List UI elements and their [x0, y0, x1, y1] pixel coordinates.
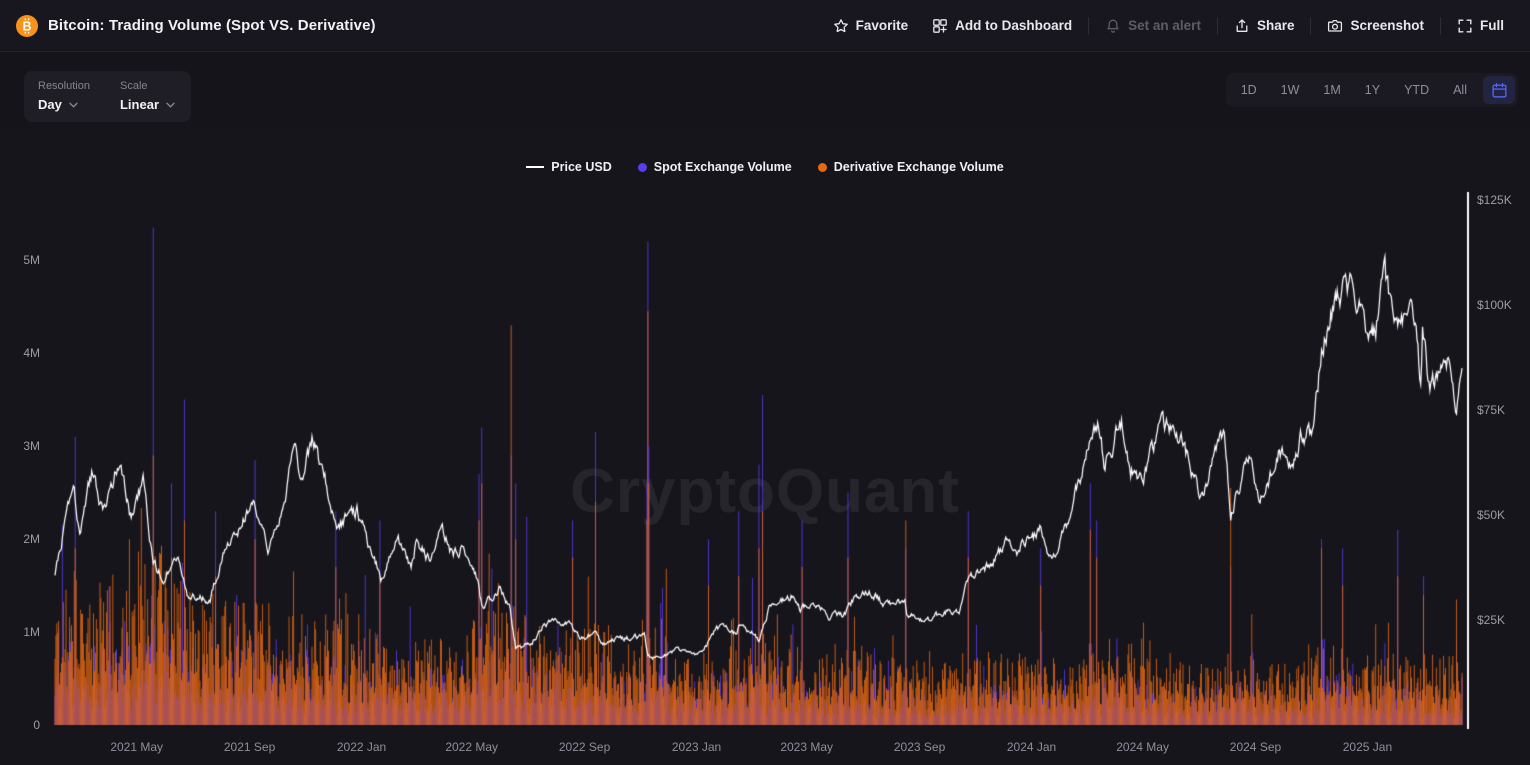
chart-legend: Price USD Spot Exchange Volume Derivativ… — [0, 160, 1530, 174]
bitcoin-logo-symbol: B — [22, 19, 31, 33]
y-axis-right-label: $100K — [1477, 297, 1512, 312]
chart-controls: Resolution Day Scale Linear — [24, 71, 191, 122]
divider — [1216, 16, 1218, 35]
add-to-dashboard-label: Add to Dashboard — [955, 18, 1073, 33]
y-axis-left-label: 3M — [23, 439, 40, 454]
y-axis-left-label: 5M — [23, 253, 40, 268]
x-axis: 2021 May 2021 Sep 2022 Jan 2022 May 2022 Sep… — [0, 740, 1530, 760]
price-line-swatch — [526, 166, 545, 168]
toolbar: Resolution Day Scale Linear 1D 1W 1M 1Y … — [0, 52, 1530, 130]
legend-item-derivative-volume[interactable]: Derivative Exchange Volume — [817, 160, 1004, 174]
favorite-label: Favorite — [855, 18, 909, 33]
divider — [1088, 16, 1090, 35]
scale-label: Scale — [119, 80, 148, 92]
x-axis-label: 2024 Sep — [1229, 740, 1282, 754]
scale-select[interactable]: Scale Linear — [106, 71, 191, 122]
range-button-all[interactable]: All — [1441, 76, 1479, 104]
spot-volume-swatch — [637, 162, 647, 172]
x-axis-label: 2023 May — [780, 740, 834, 754]
calendar-button[interactable] — [1483, 76, 1515, 104]
screenshot-button[interactable]: Screenshot — [1315, 10, 1436, 42]
x-axis-label: 2022 Jan — [336, 740, 387, 754]
legend-item-price-usd[interactable]: Price USD — [526, 160, 612, 174]
fullscreen-icon — [1458, 19, 1472, 32]
x-axis-label: 2025 Jan — [1342, 740, 1393, 754]
volume-price-chart[interactable] — [0, 130, 1530, 765]
legend-label-spot-volume: Spot Exchange Volume — [653, 160, 792, 174]
share-label: Share — [1256, 18, 1295, 33]
x-axis-label: 2021 May — [110, 740, 164, 754]
range-selector: 1D 1W 1M 1Y YTD All — [1225, 73, 1518, 107]
x-axis-label: 2024 Jan — [1006, 740, 1057, 754]
header-actions: Favorite Add to Dashboard Set an alert S… — [821, 10, 1516, 42]
y-axis-left-label: 0 — [33, 718, 40, 732]
divider — [1440, 16, 1441, 35]
y-axis-right-label: $50K — [1477, 507, 1506, 522]
screenshot-label: Screenshot — [1350, 18, 1424, 33]
chevron-down-icon — [166, 102, 175, 108]
range-button-1m[interactable]: 1M — [1311, 76, 1352, 104]
y-axis-right-label: $125K — [1477, 192, 1512, 207]
y-axis-left: 5M 4M 3M 2M 1M 0 — [0, 130, 44, 765]
share-icon — [1236, 18, 1248, 32]
page-title: Bitcoin: Trading Volume (Spot VS. Deriva… — [48, 17, 376, 34]
scale-value: Linear — [119, 97, 159, 112]
app-header: B Bitcoin: Trading Volume (Spot VS. Deri… — [0, 0, 1530, 52]
full-button[interactable]: Full — [1445, 10, 1516, 42]
resolution-value: Day — [38, 97, 62, 112]
x-axis-label: 2022 May — [445, 740, 499, 754]
x-axis-label: 2023 Jan — [671, 740, 722, 754]
y-axis-left-label: 2M — [23, 532, 40, 547]
y-axis-left-label: 4M — [23, 346, 40, 361]
full-label: Full — [1480, 18, 1504, 33]
range-button-ytd[interactable]: YTD — [1392, 76, 1441, 104]
dashboard-icon — [933, 18, 948, 33]
add-to-dashboard-button[interactable]: Add to Dashboard — [920, 10, 1084, 42]
chart-area: CryptoQuant Price USD Spot Exchange Volu… — [0, 130, 1530, 765]
set-alert-label: Set an alert — [1128, 18, 1201, 33]
y-axis-left-label: 1M — [23, 625, 40, 640]
range-button-1d[interactable]: 1D — [1229, 76, 1269, 104]
x-axis-label: 2021 Sep — [223, 740, 276, 754]
share-button[interactable]: Share — [1222, 10, 1307, 42]
range-button-1y[interactable]: 1Y — [1353, 76, 1392, 104]
camera-icon — [1328, 19, 1343, 32]
bell-icon — [1107, 19, 1119, 33]
resolution-select[interactable]: Resolution Day — [24, 71, 106, 122]
derivative-volume-swatch — [817, 162, 827, 172]
resolution-label: Resolution — [38, 80, 90, 92]
favorite-button[interactable]: Favorite — [821, 10, 921, 42]
divider — [1310, 16, 1312, 35]
x-axis-label: 2024 May — [1116, 740, 1169, 754]
calendar-icon — [1491, 82, 1507, 98]
legend-item-spot-volume[interactable]: Spot Exchange Volume — [637, 160, 792, 174]
legend-label-derivative-volume: Derivative Exchange Volume — [833, 160, 1004, 174]
star-icon — [833, 18, 848, 32]
chevron-down-icon — [69, 102, 78, 108]
x-axis-label: 2023 Sep — [893, 740, 946, 754]
y-axis-right-label: $25K — [1477, 612, 1506, 627]
set-alert-button[interactable]: Set an alert — [1093, 10, 1213, 42]
legend-label-price-usd: Price USD — [551, 160, 612, 174]
x-axis-label: 2022 Sep — [558, 740, 611, 754]
y-axis-right-label: $75K — [1477, 402, 1506, 417]
header-left: B Bitcoin: Trading Volume (Spot VS. Deri… — [16, 14, 376, 37]
bitcoin-logo: B — [16, 14, 38, 37]
range-button-1w[interactable]: 1W — [1269, 76, 1312, 104]
